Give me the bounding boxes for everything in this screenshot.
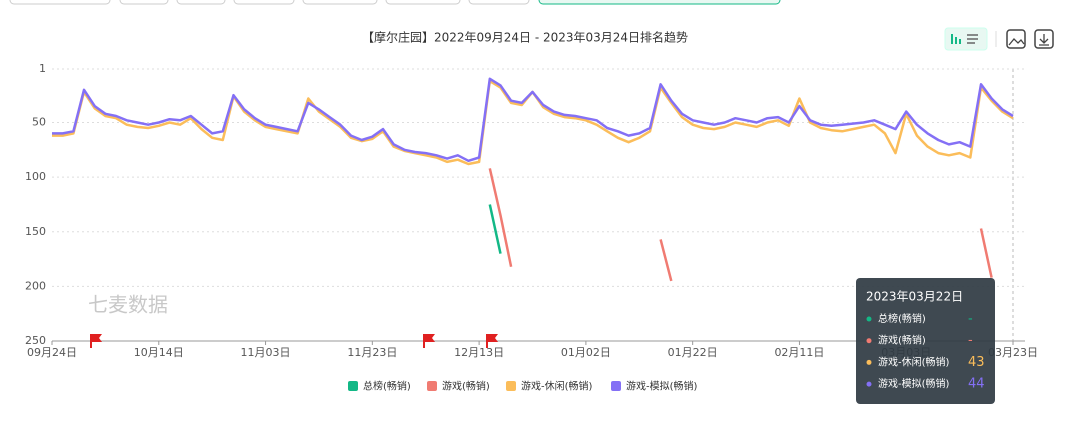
- x-tick-label: 11月03日: [241, 346, 291, 359]
- list-icon: [967, 34, 978, 44]
- tab[interactable]: [119, 0, 169, 5]
- tooltip-dot: [866, 338, 872, 344]
- tooltip-series: 总榜(畅销): [878, 312, 926, 325]
- x-tick-label: 02月11日: [774, 346, 824, 359]
- series-line: [488, 168, 993, 282]
- chart-tools: [944, 27, 1054, 51]
- bar-icon: [951, 34, 961, 44]
- download-icon: [1039, 34, 1049, 46]
- tab[interactable]: [233, 0, 295, 5]
- tooltip: 2023年03月22日 总榜(畅销) - 游戏(畅销) - 游戏-休闲(畅销) 43 游戏-…: [856, 278, 995, 404]
- tooltip-dot: [866, 381, 872, 387]
- event-flag[interactable]: [423, 334, 435, 348]
- tooltip-dot: [866, 316, 872, 322]
- download-button[interactable]: [1034, 29, 1054, 49]
- y-tick-label: 100: [25, 170, 46, 183]
- series-line: [488, 204, 502, 254]
- tooltip-dot: [866, 359, 872, 365]
- tooltip-value: -: [968, 333, 973, 348]
- tab[interactable]: [302, 0, 378, 5]
- y-tick-label: 250: [25, 334, 46, 347]
- legend-swatch: [427, 381, 437, 391]
- legend-label: 游戏(畅销): [442, 380, 490, 393]
- legend-label: 游戏-休闲(畅销): [521, 380, 593, 393]
- tooltip-series: 游戏(畅销): [878, 334, 926, 347]
- legend-swatch: [611, 381, 621, 391]
- tab[interactable]: [385, 0, 461, 5]
- tooltip-title: 2023年03月22日: [866, 290, 963, 304]
- y-tick-label: 200: [25, 279, 46, 292]
- tab[interactable]: [468, 0, 530, 5]
- watermark: 七麦数据: [88, 293, 168, 317]
- legend-label: 总榜(畅销): [363, 380, 411, 393]
- x-tick-label: 09月24日: [27, 346, 77, 359]
- x-tick-label: 03月23日: [988, 346, 1038, 359]
- tooltip-box: [856, 278, 995, 404]
- y-tick-label: 1: [39, 62, 46, 75]
- chart-title: 【摩尔庄园】2022年09月24日 - 2023年03月24日排名趋势: [362, 30, 688, 45]
- x-tick-label: 01月02日: [561, 346, 611, 359]
- event-flag[interactable]: [90, 334, 102, 348]
- legend: 总榜(畅销) 游戏(畅销) 游戏-休闲(畅销) 游戏-模拟(畅销): [348, 380, 698, 393]
- image-button[interactable]: [1006, 29, 1026, 49]
- y-tick-label: 150: [25, 225, 46, 238]
- x-tick-label: 12月13日: [454, 346, 504, 359]
- toolbar: [9, 0, 781, 5]
- event-flag[interactable]: [486, 334, 498, 348]
- legend-swatch: [348, 381, 358, 391]
- legend-label: 游戏-模拟(畅销): [626, 380, 698, 393]
- tab[interactable]: [176, 0, 226, 5]
- tab[interactable]: [9, 0, 111, 5]
- tooltip-value: 44: [968, 377, 985, 392]
- tooltip-series: 游戏-休闲(畅销): [878, 355, 950, 368]
- y-tick-label: 50: [32, 116, 46, 129]
- series-line: [52, 77, 1014, 163]
- tooltip-value: -: [968, 312, 973, 327]
- legend-swatch: [506, 381, 516, 391]
- event-flags: [90, 334, 498, 348]
- x-tick-label: 11月23日: [347, 346, 397, 359]
- image-icon: [1008, 38, 1025, 46]
- tooltip-series: 游戏-模拟(畅销): [878, 377, 950, 390]
- x-tick-label: 01月22日: [668, 346, 718, 359]
- view-toggle[interactable]: [944, 27, 988, 51]
- x-tick-label: 10月14日: [134, 346, 184, 359]
- tooltip-value: 43: [968, 355, 985, 370]
- tab-active[interactable]: [538, 0, 781, 5]
